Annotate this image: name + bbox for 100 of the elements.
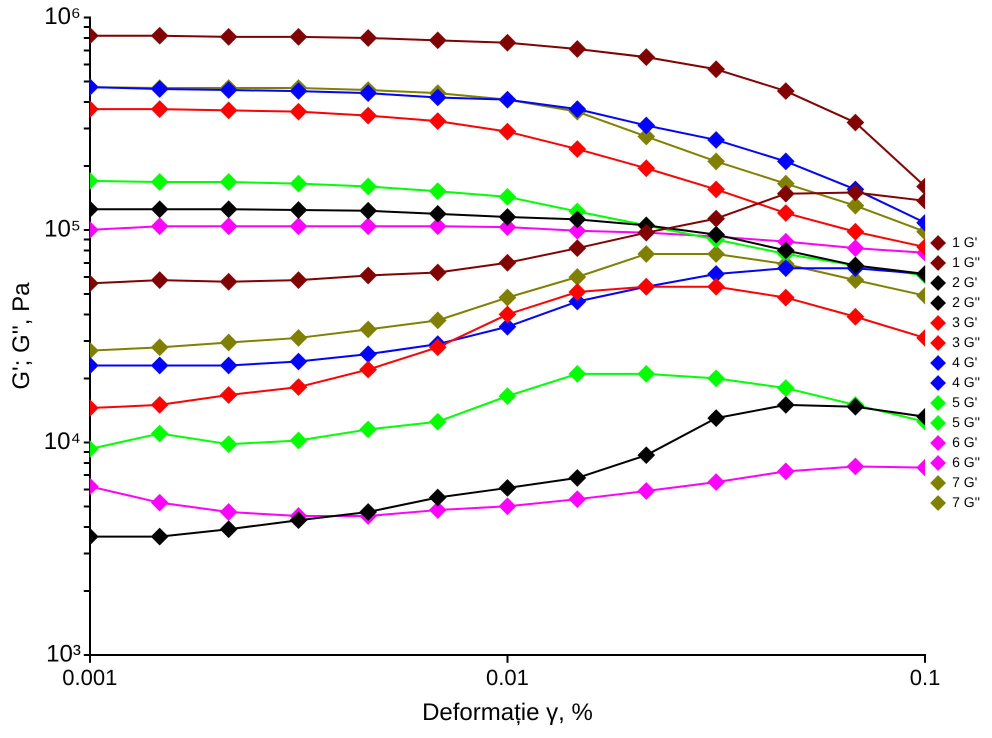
point	[290, 378, 308, 396]
point	[708, 278, 725, 296]
point	[708, 473, 725, 491]
legend-label: 3 G'	[952, 314, 978, 330]
point	[429, 312, 446, 329]
point	[151, 27, 168, 44]
point	[568, 283, 586, 301]
x-tick-label: 0.01	[486, 665, 529, 690]
legend-label: 6 G'	[952, 434, 978, 450]
point	[498, 208, 516, 226]
point	[777, 185, 794, 202]
point	[777, 396, 794, 414]
point	[498, 498, 516, 515]
point	[429, 182, 446, 200]
point	[360, 346, 377, 363]
point	[777, 242, 794, 260]
point	[568, 268, 586, 286]
point	[360, 320, 377, 338]
point	[708, 152, 725, 170]
point	[498, 479, 516, 497]
point	[220, 503, 238, 521]
y-tick-label: 10⁴	[44, 428, 81, 455]
point	[220, 200, 238, 218]
point	[708, 245, 725, 263]
point	[638, 245, 655, 263]
y-tick-label: 10⁶	[44, 3, 81, 30]
point	[220, 356, 238, 374]
point	[151, 272, 168, 289]
point	[568, 469, 586, 487]
point	[846, 197, 864, 214]
point	[777, 204, 794, 222]
legend-label: 3 G''	[952, 334, 980, 350]
point	[151, 424, 168, 442]
point	[568, 40, 586, 58]
y-tick-label: 10⁵	[44, 215, 81, 242]
point	[220, 520, 238, 538]
point	[708, 131, 725, 149]
point	[151, 494, 168, 512]
y-tick-label: 10³	[46, 640, 81, 668]
point	[568, 210, 586, 228]
point	[360, 107, 377, 124]
point	[151, 338, 168, 356]
point	[360, 29, 377, 47]
legend-label: 5 G'	[952, 394, 978, 410]
point	[777, 462, 794, 480]
point	[708, 370, 725, 387]
point	[429, 88, 446, 106]
point	[568, 240, 586, 257]
point	[777, 152, 794, 170]
point	[429, 205, 446, 222]
legend-label: 5 G''	[952, 414, 980, 430]
point	[360, 84, 377, 102]
point	[498, 306, 516, 324]
point	[638, 160, 655, 177]
legend-label: 1 G'	[952, 234, 978, 250]
point	[290, 103, 308, 120]
point	[429, 112, 446, 130]
legend-label: 6 G''	[952, 454, 980, 470]
point	[220, 334, 238, 352]
point	[846, 308, 864, 326]
legend-label: 4 G'	[952, 354, 978, 370]
legend-label: 2 G''	[952, 294, 980, 310]
x-tick-label: 0.001	[62, 665, 118, 690]
point	[290, 272, 308, 289]
point	[429, 413, 446, 430]
x-tick-label: 0.1	[910, 665, 940, 690]
point	[290, 218, 308, 235]
point	[220, 218, 238, 235]
point	[777, 379, 794, 397]
point	[498, 188, 516, 206]
point	[360, 266, 377, 284]
point	[151, 200, 168, 218]
point	[846, 184, 864, 202]
point	[429, 338, 446, 356]
point	[498, 254, 516, 272]
point	[568, 140, 586, 158]
y-axis-title: G'; G'', Pa	[8, 282, 36, 390]
point	[708, 180, 725, 198]
point	[498, 288, 516, 306]
point	[360, 503, 377, 521]
point	[568, 365, 586, 382]
legend-label: 4 G''	[952, 374, 980, 390]
point	[220, 273, 238, 290]
point	[290, 512, 308, 529]
point	[360, 202, 377, 220]
point	[290, 432, 308, 450]
point	[290, 28, 308, 46]
point	[360, 218, 377, 235]
point	[151, 173, 168, 191]
point	[360, 420, 377, 438]
point	[220, 28, 238, 46]
point	[151, 218, 168, 235]
point	[846, 114, 864, 132]
point	[638, 446, 655, 464]
point	[360, 178, 377, 196]
x-axis-title: Deformație γ, %	[422, 699, 593, 726]
point	[220, 436, 238, 453]
point	[220, 102, 238, 119]
point	[568, 490, 586, 508]
point	[638, 482, 655, 500]
